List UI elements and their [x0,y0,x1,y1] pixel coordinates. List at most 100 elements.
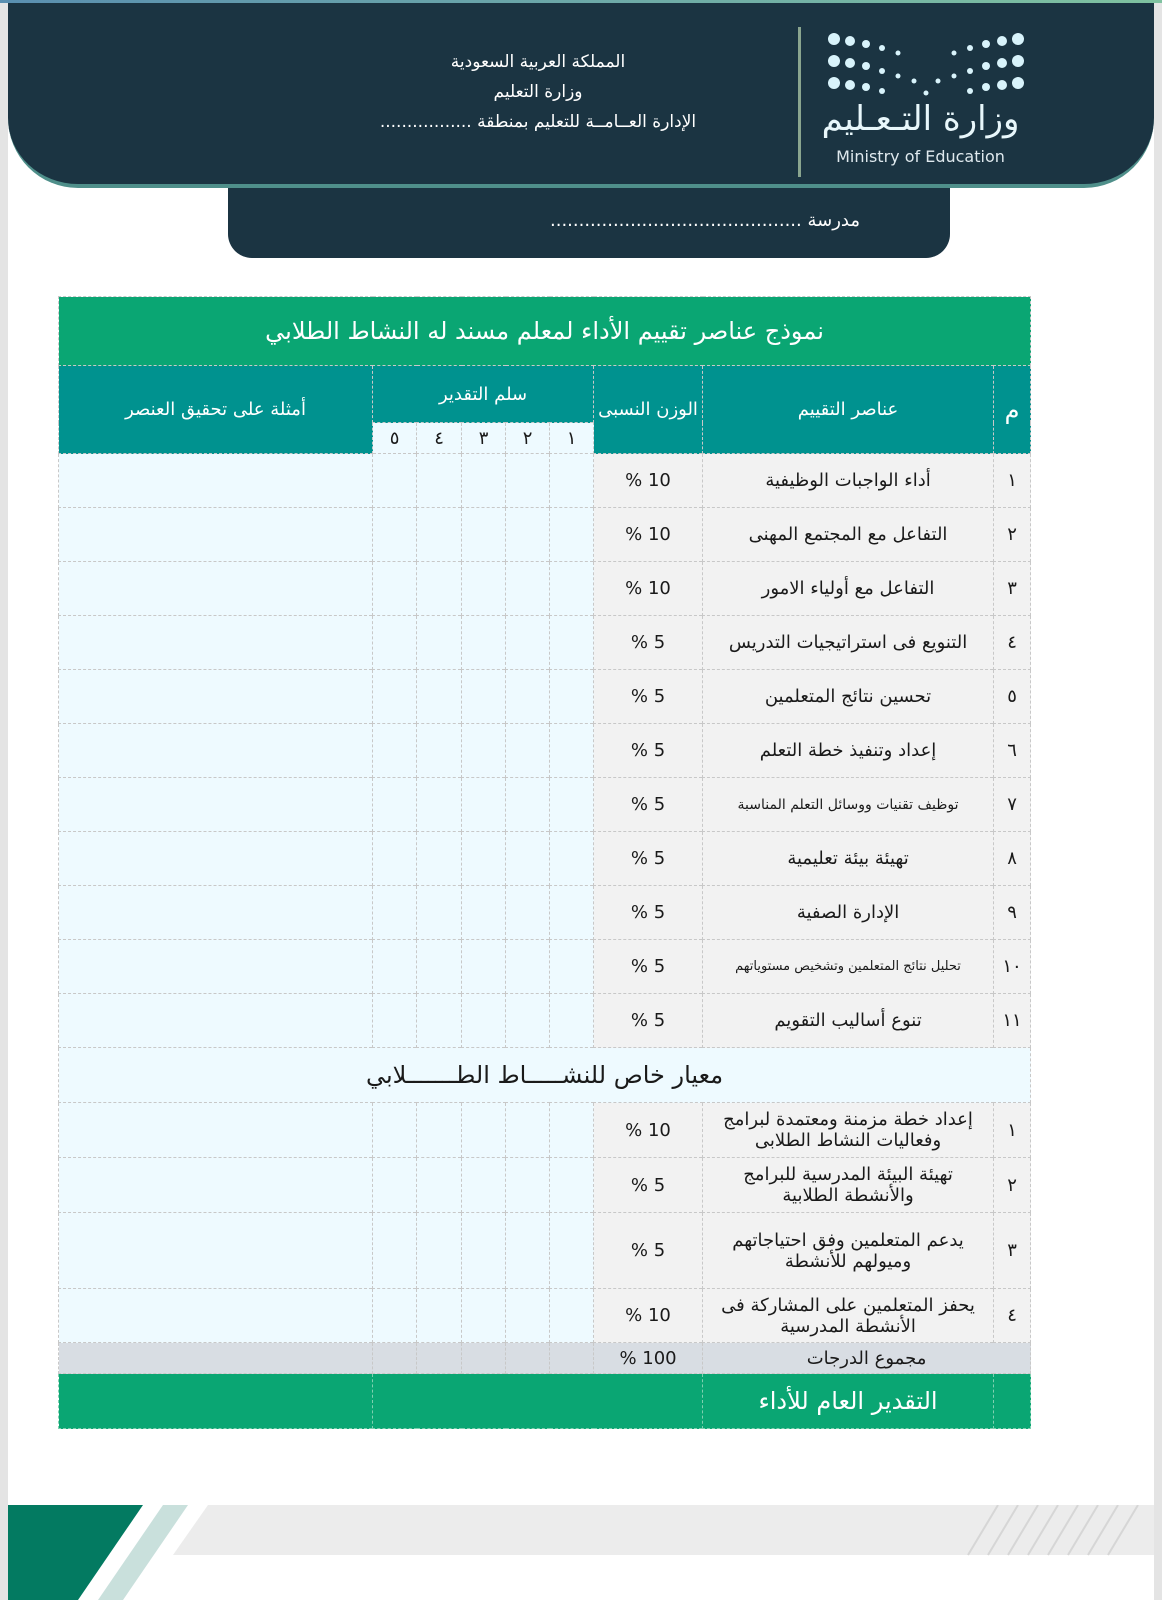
score-cell-1[interactable] [549,1288,595,1343]
score-cell-4[interactable] [416,1212,463,1289]
examples-cell[interactable] [57,669,374,724]
score-cell-2[interactable] [505,939,551,994]
score-cell-1[interactable] [549,885,595,940]
score-cell-3[interactable] [461,939,507,994]
examples-cell[interactable] [57,939,374,994]
total-score-cell-2[interactable] [505,1342,551,1374]
score-cell-5[interactable] [372,777,418,832]
examples-cell[interactable] [57,723,374,778]
examples-cell[interactable] [57,615,374,670]
score-cell-2[interactable] [505,993,551,1048]
total-score-cell-5[interactable] [372,1342,418,1374]
score-cell-1[interactable] [549,561,595,616]
score-cell-5[interactable] [372,1288,418,1343]
score-cell-1[interactable] [549,453,595,508]
score-cell-5[interactable] [372,507,418,562]
score-cell-4[interactable] [416,777,463,832]
score-cell-1[interactable] [549,507,595,562]
score-cell-3[interactable] [461,453,507,508]
score-cell-2[interactable] [505,669,551,724]
score-cell-2[interactable] [505,831,551,886]
score-cell-4[interactable] [416,885,463,940]
score-cell-3[interactable] [461,1212,507,1289]
score-cell-2[interactable] [505,723,551,778]
score-cell-5[interactable] [372,615,418,670]
score-cell-4[interactable] [416,939,463,994]
score-cell-4[interactable] [416,1102,463,1158]
header-num: م [993,365,1032,454]
examples-cell[interactable] [57,993,374,1048]
logo-dot [828,55,840,67]
score-cell-3[interactable] [461,1157,507,1213]
score-cell-5[interactable] [372,453,418,508]
score-cell-2[interactable] [505,507,551,562]
score-cell-3[interactable] [461,669,507,724]
score-cell-5[interactable] [372,1212,418,1289]
score-cell-3[interactable] [461,831,507,886]
score-cell-2[interactable] [505,1102,551,1158]
total-score-cell-4[interactable] [416,1342,463,1374]
score-cell-4[interactable] [416,615,463,670]
examples-cell[interactable] [57,1288,374,1343]
score-cell-2[interactable] [505,885,551,940]
score-cell-4[interactable] [416,993,463,1048]
score-cell-5[interactable] [372,939,418,994]
score-cell-3[interactable] [461,1102,507,1158]
score-cell-4[interactable] [416,1288,463,1343]
score-cell-1[interactable] [549,669,595,724]
score-cell-1[interactable] [549,1102,595,1158]
total-score-cell-3[interactable] [461,1342,507,1374]
score-cell-4[interactable] [416,507,463,562]
score-cell-3[interactable] [461,615,507,670]
score-cell-1[interactable] [549,993,595,1048]
score-cell-2[interactable] [505,561,551,616]
total-score-cell-1[interactable] [549,1342,595,1374]
score-cell-4[interactable] [416,723,463,778]
score-cell-5[interactable] [372,561,418,616]
score-cell-2[interactable] [505,777,551,832]
score-cell-3[interactable] [461,561,507,616]
score-cell-1[interactable] [549,723,595,778]
score-cell-1[interactable] [549,939,595,994]
score-cell-3[interactable] [461,885,507,940]
score-cell-3[interactable] [461,723,507,778]
score-cell-1[interactable] [549,1157,595,1213]
score-cell-3[interactable] [461,777,507,832]
score-cell-2[interactable] [505,1212,551,1289]
score-cell-5[interactable] [372,723,418,778]
score-cell-2[interactable] [505,1288,551,1343]
score-cell-5[interactable] [372,1102,418,1158]
score-cell-4[interactable] [416,669,463,724]
score-cell-1[interactable] [549,831,595,886]
score-cell-1[interactable] [549,777,595,832]
score-cell-3[interactable] [461,993,507,1048]
examples-cell[interactable] [57,1212,374,1289]
examples-cell[interactable] [57,831,374,886]
examples-cell[interactable] [57,1102,374,1158]
score-cell-4[interactable] [416,1157,463,1213]
examples-cell[interactable] [57,777,374,832]
school-name-field[interactable]: مدرسة ..................................… [550,210,860,231]
examples-cell[interactable] [57,561,374,616]
score-cell-1[interactable] [549,1212,595,1289]
score-cell-5[interactable] [372,831,418,886]
examples-cell[interactable] [57,885,374,940]
score-cell-1[interactable] [549,615,595,670]
score-cell-2[interactable] [505,1157,551,1213]
score-cell-2[interactable] [505,615,551,670]
score-cell-3[interactable] [461,1288,507,1343]
score-cell-4[interactable] [416,561,463,616]
score-cell-4[interactable] [416,453,463,508]
score-cell-5[interactable] [372,993,418,1048]
examples-cell[interactable] [57,507,374,562]
score-cell-3[interactable] [461,507,507,562]
overall-notes-cell[interactable] [57,1373,374,1429]
examples-cell[interactable] [57,453,374,508]
score-cell-5[interactable] [372,1157,418,1213]
examples-cell[interactable] [57,1157,374,1213]
overall-score-cell[interactable] [372,1373,704,1429]
score-cell-4[interactable] [416,831,463,886]
score-cell-5[interactable] [372,669,418,724]
score-cell-5[interactable] [372,885,418,940]
score-cell-2[interactable] [505,453,551,508]
